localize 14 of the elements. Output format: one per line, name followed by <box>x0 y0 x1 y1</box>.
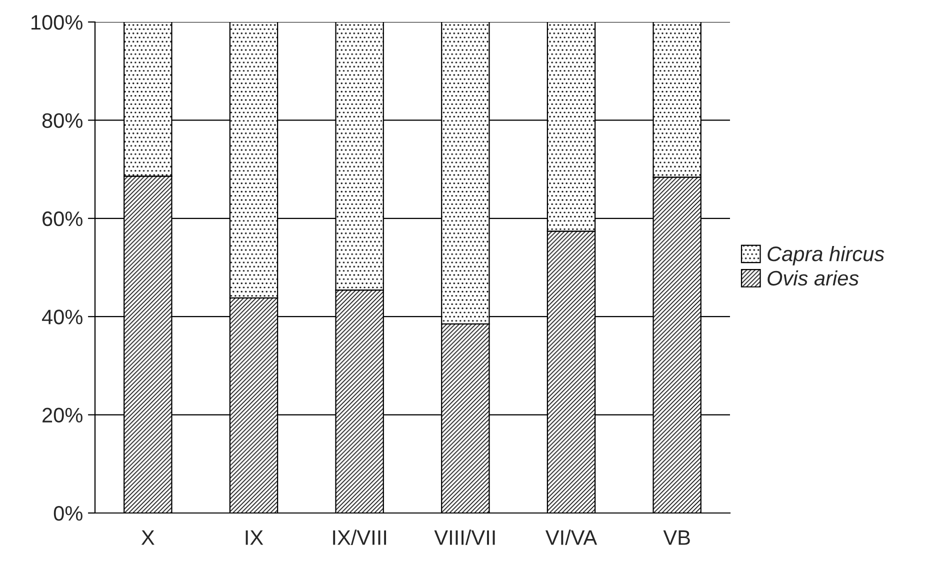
x-tick-label: IX <box>246 530 264 545</box>
legend-label: Ovis aries <box>768 270 859 286</box>
legend-label: Capra hircus <box>768 246 884 266</box>
x-tick-label: VIII/VII <box>434 530 495 545</box>
x-tick-label: IX/VIII <box>333 530 386 545</box>
x-tick-label: X <box>141 530 154 545</box>
y-tick-label: 20% <box>42 408 82 423</box>
y-tick-label: 40% <box>42 310 82 324</box>
x-tick-label: VI/VA <box>545 530 598 545</box>
x-tick-label: VB <box>663 530 690 545</box>
y-tick-label: 60% <box>42 211 82 226</box>
y-tick-label: 100% <box>32 15 82 30</box>
y-tick-label: 0% <box>54 506 82 521</box>
y-tick-label: 80% <box>42 113 82 128</box>
